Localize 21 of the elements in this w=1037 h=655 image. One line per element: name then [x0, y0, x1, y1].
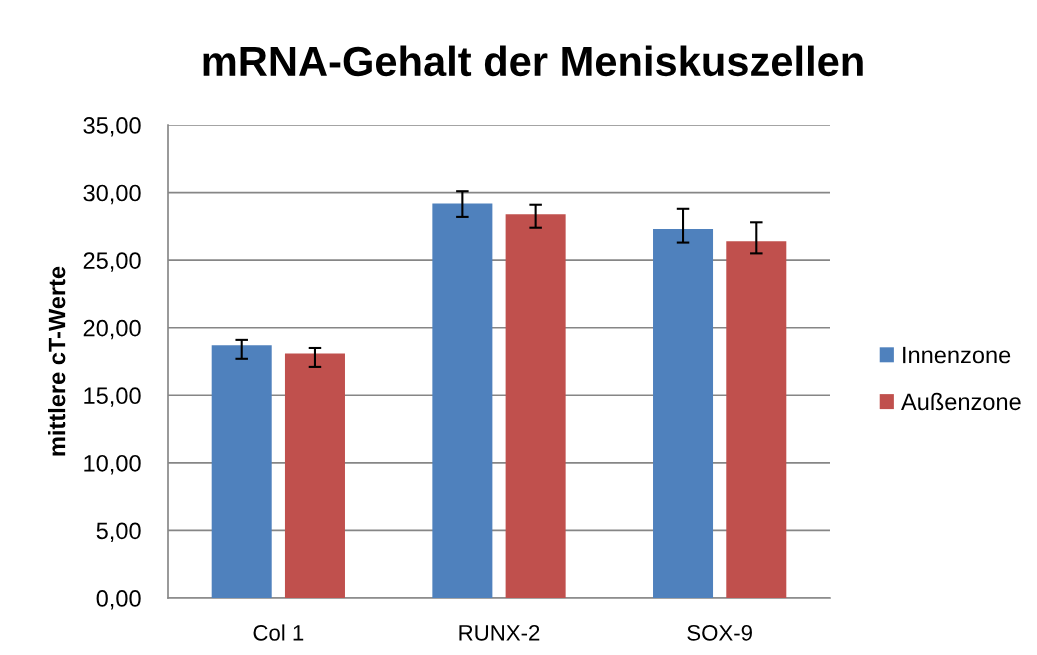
y-tick-label: 35,00: [83, 117, 141, 137]
y-tick-label: 10,00: [84, 454, 141, 475]
bar: [211, 345, 272, 598]
y-tick-label: 15,00: [84, 387, 141, 407]
bar: [653, 229, 714, 598]
x-tick-label: SOX-9: [687, 624, 752, 641]
bar: [284, 353, 345, 598]
chart-title: mRNA-Gehalt der Meniskuszellen: [203, 45, 863, 77]
bar: [726, 241, 787, 598]
y-tick-label: 30,00: [83, 184, 141, 205]
y-tick-label: 0,00: [96, 590, 141, 610]
legend-label: Außenzone: [901, 392, 1021, 411]
y-tick-label: 25,00: [83, 252, 141, 272]
bar: [505, 214, 566, 598]
y-tick-label: 20,00: [83, 319, 141, 340]
x-tick-label: RUNX-2: [459, 624, 540, 641]
legend-label: Innenzone: [903, 346, 1011, 364]
y-tick-label: 5,00: [96, 522, 141, 543]
bar: [432, 203, 493, 598]
y-axis-title: mittlere cT-Werte: [48, 266, 66, 456]
x-tick-label: Col 1: [253, 624, 304, 641]
